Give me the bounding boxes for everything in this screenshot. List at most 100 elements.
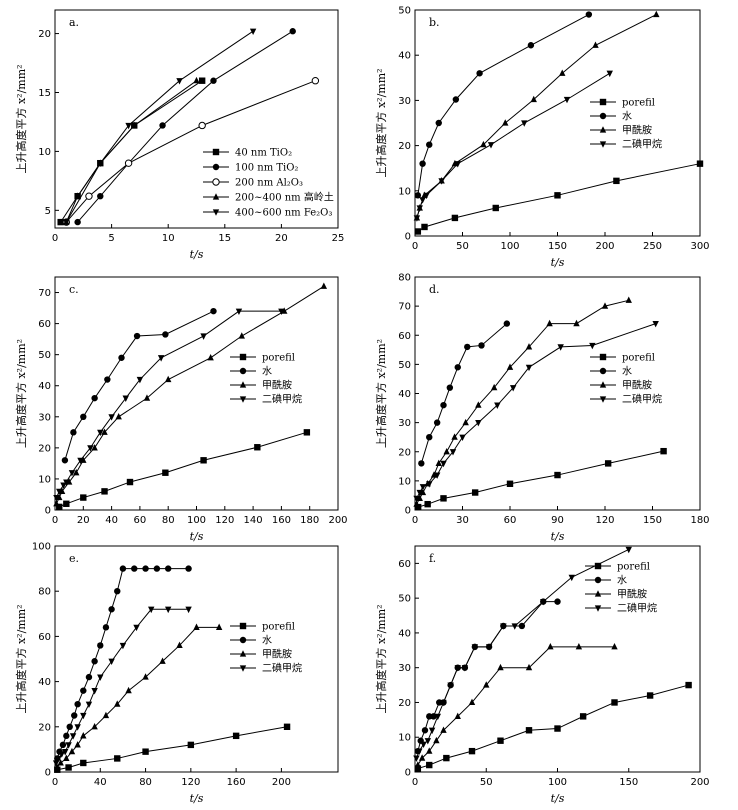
- data-point: [235, 308, 243, 315]
- series-e-2: [54, 623, 223, 771]
- data-point: [525, 364, 533, 372]
- y-axis-label: 上升高度平方 x²/mm²: [374, 604, 388, 713]
- legend-marker: [239, 650, 247, 657]
- data-point: [426, 141, 433, 148]
- series-line: [417, 14, 590, 196]
- series-line: [417, 601, 558, 752]
- y-tick-label: 80: [38, 587, 51, 598]
- data-point: [283, 723, 291, 730]
- data-point: [428, 727, 436, 735]
- data-point: [278, 308, 285, 315]
- data-point: [114, 755, 121, 762]
- data-point: [454, 161, 461, 168]
- data-point: [108, 606, 115, 613]
- x-tick-label: 120: [181, 777, 200, 788]
- data-point: [416, 205, 423, 212]
- x-axis-label: t/s: [551, 256, 565, 269]
- data-point: [423, 192, 430, 200]
- data-point: [104, 376, 111, 383]
- data-point: [131, 565, 138, 572]
- data-point: [80, 759, 87, 767]
- data-point: [136, 376, 144, 384]
- data-point: [511, 623, 518, 630]
- data-point: [133, 332, 141, 340]
- y-tick-label: 60: [38, 632, 51, 643]
- data-point: [91, 723, 98, 730]
- data-point: [52, 760, 60, 767]
- data-point: [198, 121, 206, 130]
- data-point: [157, 355, 165, 362]
- x-axis-label: t/s: [190, 530, 204, 543]
- data-point: [568, 574, 575, 582]
- legend-label: 甲酰胺: [622, 124, 652, 137]
- data-point: [475, 420, 482, 427]
- data-point: [119, 642, 127, 650]
- data-point: [503, 320, 511, 327]
- x-tick-label: 100: [548, 777, 567, 788]
- data-point: [153, 565, 161, 572]
- data-point: [108, 414, 115, 421]
- data-point: [65, 764, 72, 771]
- data-point: [200, 333, 207, 340]
- legend-label: porefil: [622, 353, 655, 364]
- series-d-2: [413, 296, 632, 507]
- y-tick-label: 40: [38, 381, 51, 392]
- data-point: [57, 218, 64, 226]
- data-point: [518, 622, 526, 630]
- x-tick-label: 25: [332, 233, 345, 244]
- legend-marker: [594, 562, 602, 570]
- data-point: [87, 445, 94, 452]
- legend-label: 200 nm Al₂O₃: [235, 178, 303, 189]
- y-tick-label: 15: [38, 88, 51, 99]
- legend-marker: [212, 148, 220, 156]
- data-point: [71, 712, 78, 719]
- data-point: [303, 429, 311, 436]
- data-point: [604, 460, 612, 467]
- data-point: [74, 192, 81, 199]
- legend-label: porefil: [262, 622, 295, 633]
- data-point: [97, 674, 104, 681]
- series-line: [77, 30, 293, 223]
- data-point: [187, 741, 195, 749]
- legend-label: porefil: [622, 98, 655, 109]
- series-line: [416, 299, 629, 505]
- data-point: [485, 644, 493, 651]
- data-point: [118, 354, 125, 361]
- data-point: [61, 457, 69, 464]
- data-point: [440, 495, 447, 502]
- data-point: [101, 488, 108, 495]
- data-point: [468, 698, 476, 706]
- legend-marker: [599, 381, 607, 388]
- data-point: [554, 598, 561, 605]
- data-point: [502, 119, 509, 126]
- series-line: [60, 80, 203, 223]
- data-point: [165, 375, 172, 383]
- data-point: [58, 751, 65, 758]
- panel-label: f.: [429, 552, 436, 565]
- data-point: [142, 673, 149, 680]
- data-point: [80, 687, 87, 694]
- y-tick-label: 0: [45, 768, 51, 779]
- panel-d: 0 30 60 90 120 150 180 0 10 20 30 40 50 60 70 80 d. t/s 上升…: [374, 273, 710, 544]
- data-point: [193, 623, 200, 630]
- data-point: [69, 733, 77, 740]
- data-point: [606, 70, 613, 78]
- legend-label: 甲酰胺: [617, 588, 647, 601]
- series-f-1: [414, 598, 561, 755]
- data-point: [521, 120, 528, 127]
- data-point: [421, 727, 429, 734]
- data-point: [497, 663, 504, 671]
- data-point: [416, 489, 423, 497]
- data-point: [63, 500, 70, 507]
- series-b-0: [414, 160, 704, 235]
- data-point: [414, 228, 422, 235]
- data-point: [185, 606, 192, 614]
- data-point: [426, 481, 433, 488]
- plot-frame: [414, 9, 701, 237]
- x-tick-label: 200: [328, 515, 347, 526]
- data-point: [471, 489, 479, 496]
- data-point: [416, 748, 423, 755]
- data-point: [433, 736, 440, 744]
- series-line: [59, 431, 308, 508]
